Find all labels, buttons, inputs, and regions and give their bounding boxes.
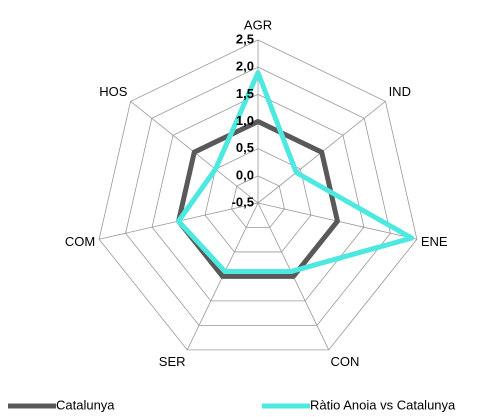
series-line <box>176 70 415 275</box>
grid-line <box>125 66 391 326</box>
category-label: IND <box>389 84 411 99</box>
grid-line <box>98 39 418 351</box>
tick-label: -0,5 <box>232 194 254 209</box>
grid-line <box>231 175 285 228</box>
tick-label: 2,0 <box>236 59 254 74</box>
legend-label: Catalunya <box>56 397 115 412</box>
category-label: ENE <box>421 234 448 249</box>
tick-label: 2,5 <box>236 31 254 46</box>
category-label: SER <box>159 354 186 369</box>
series-line <box>176 119 340 279</box>
tick-label: 1,5 <box>236 86 254 101</box>
tick-label: 0,0 <box>236 167 254 182</box>
grid-line <box>151 93 365 302</box>
category-label: CON <box>330 354 359 369</box>
category-label: COM <box>65 234 95 249</box>
legend-label: Ràtio Anoia vs Catalunya <box>310 397 456 412</box>
category-label: HOS <box>99 84 128 99</box>
tick-label: 0,5 <box>236 140 254 155</box>
tick-label: 1,0 <box>236 113 254 128</box>
category-label: AGR <box>244 17 272 32</box>
